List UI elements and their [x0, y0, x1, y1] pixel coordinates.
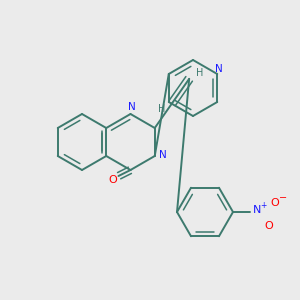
Text: N: N — [215, 64, 223, 74]
Text: H: H — [158, 104, 165, 114]
Text: O: O — [108, 175, 117, 185]
Text: +: + — [260, 200, 266, 209]
Text: N: N — [159, 150, 166, 160]
Text: O: O — [271, 198, 279, 208]
Text: N: N — [128, 102, 135, 112]
Text: O: O — [265, 221, 273, 231]
Text: H: H — [196, 68, 203, 78]
Text: N: N — [253, 205, 261, 215]
Text: −: − — [279, 193, 287, 203]
